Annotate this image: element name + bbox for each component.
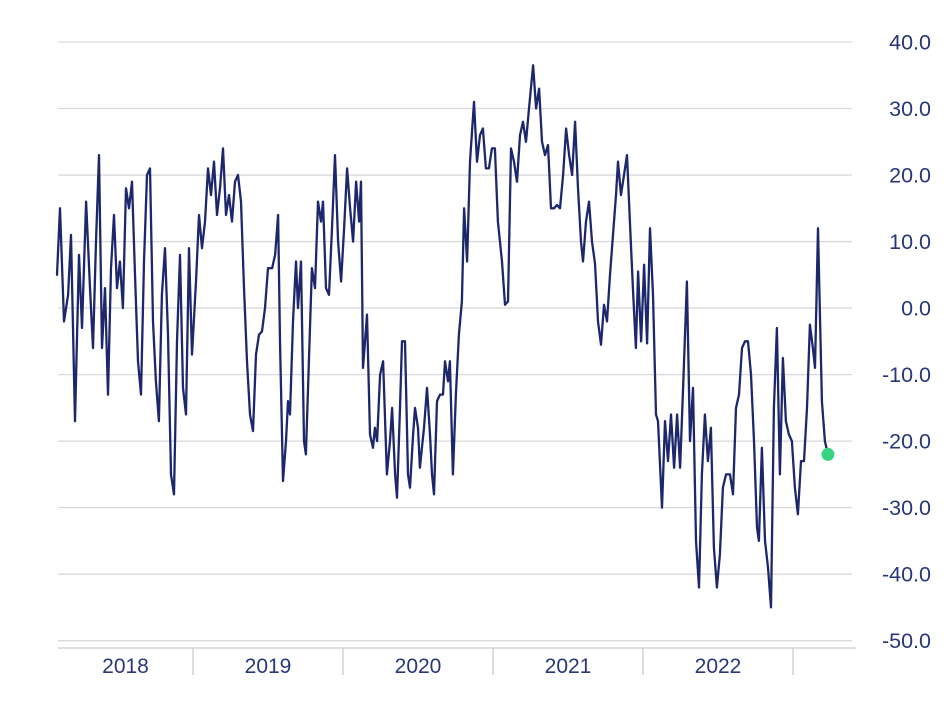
x-axis bbox=[58, 647, 856, 675]
data-series bbox=[55, 64, 835, 609]
y-tick-label: -50.0 bbox=[882, 629, 931, 653]
y-tick-label: -10.0 bbox=[882, 363, 931, 387]
series-line bbox=[55, 64, 830, 609]
y-tick-label: -20.0 bbox=[882, 430, 931, 454]
y-tick-label: 10.0 bbox=[889, 230, 931, 254]
y-tick-label: 30.0 bbox=[889, 97, 931, 121]
x-tick-label: 2020 bbox=[395, 655, 442, 678]
y-tick-label: -30.0 bbox=[882, 496, 931, 520]
latest-point-marker bbox=[821, 447, 835, 461]
x-tick-label: 2021 bbox=[545, 655, 592, 678]
y-tick-label: 40.0 bbox=[889, 31, 931, 55]
x-tick-label: 2018 bbox=[102, 655, 149, 678]
x-tick-label: 2022 bbox=[695, 655, 742, 678]
y-tick-label: -40.0 bbox=[882, 563, 931, 587]
y-tick-label: 20.0 bbox=[889, 164, 931, 188]
x-tick-label: 2019 bbox=[245, 655, 292, 678]
gridlines bbox=[58, 41, 852, 642]
y-tick-label: 0.0 bbox=[901, 297, 931, 321]
x-axis-labels: 2018 2019 2020 2021 2022 bbox=[102, 655, 741, 678]
y-axis-labels: 40.0 30.0 20.0 10.0 0.0 -10.0 -20.0 -30.0 -40.0 -… bbox=[882, 31, 931, 654]
